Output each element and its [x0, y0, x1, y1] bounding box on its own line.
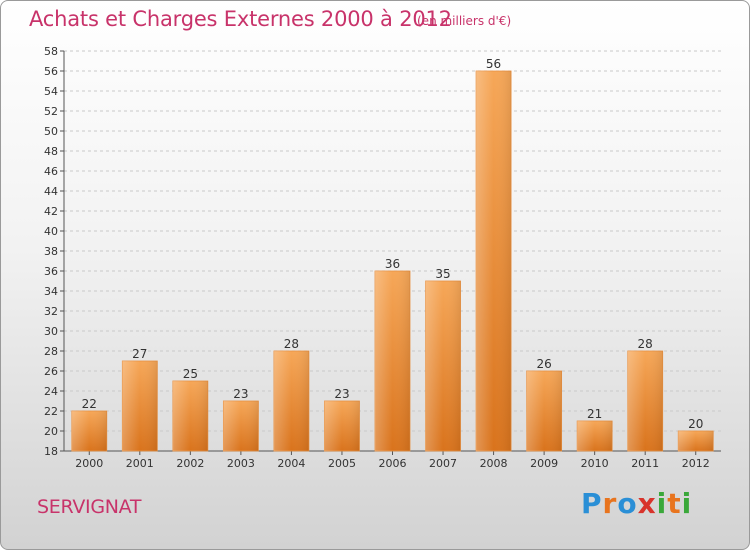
chart-title: Achats et Charges Externes 2000 à 2012	[29, 7, 452, 31]
x-tick-label: 2011	[631, 457, 659, 470]
bar-shine-2009	[526, 371, 562, 451]
logo-letter: t	[667, 487, 682, 520]
data-label: 27	[132, 347, 147, 361]
x-tick-label: 2012	[682, 457, 710, 470]
logo-letter: o	[617, 487, 638, 520]
y-tick-label: 30	[44, 325, 58, 338]
axes: 18 20 22 24 26 28 30 32 34 36 38 40 42 44 46 48 50 52 54 56…	[44, 45, 721, 470]
bars	[71, 70, 714, 452]
y-tick-label: 58	[44, 45, 58, 58]
bar-shine-2007	[425, 281, 461, 451]
y-tick-label: 36	[44, 265, 58, 278]
bar-shine-2002	[172, 381, 208, 451]
y-tick-label: 28	[44, 345, 58, 358]
x-tick-label: 2006	[379, 457, 407, 470]
data-labels: 22 27 25 23 28 23 36 35 56 26 21 28 20	[82, 57, 704, 431]
data-label: 23	[334, 387, 349, 401]
data-label: 28	[284, 337, 299, 351]
y-tick-label: 44	[44, 185, 58, 198]
x-tick-label: 2010	[581, 457, 609, 470]
x-tick-label: 2002	[176, 457, 204, 470]
data-label: 36	[385, 257, 400, 271]
y-tick-label: 48	[44, 145, 58, 158]
bar-shine-2004	[273, 351, 309, 451]
data-label: 28	[638, 337, 653, 351]
bar-shine-2003	[223, 401, 259, 451]
y-tick-label: 54	[44, 85, 58, 98]
y-tick-label: 52	[44, 105, 58, 118]
x-tick-label: 2003	[227, 457, 255, 470]
bar-shine-2010	[577, 421, 613, 451]
y-tick-label: 22	[44, 405, 58, 418]
y-tick-label: 56	[44, 65, 58, 78]
y-tick-label: 50	[44, 125, 58, 138]
bar-shine-2006	[375, 271, 410, 451]
logo-letter: P	[581, 487, 603, 520]
x-tick-label: 2001	[126, 457, 154, 470]
bar-shine-2011	[627, 351, 663, 451]
y-tick-label: 38	[44, 245, 58, 258]
proxiti-logo: Proxiti	[581, 487, 692, 520]
data-label: 23	[233, 387, 248, 401]
x-tick-label: 2009	[530, 457, 558, 470]
data-label: 56	[486, 57, 501, 71]
y-tick-label: 34	[44, 285, 58, 298]
data-label: 20	[688, 417, 703, 431]
y-tick-label: 24	[44, 385, 58, 398]
bar-shine-2005	[324, 401, 360, 451]
x-tick-label: 2008	[480, 457, 508, 470]
bar-shine-2000	[71, 411, 107, 451]
data-label: 22	[82, 397, 97, 411]
bar-shine-2012	[678, 431, 714, 451]
chart-subtitle: (en milliers d'€)	[417, 14, 512, 28]
data-label: 35	[435, 267, 450, 281]
y-tick-label: 42	[44, 205, 58, 218]
logo-letter: i	[656, 487, 668, 520]
commune-name: SERVIGNAT	[37, 496, 142, 518]
data-label: 21	[587, 407, 602, 421]
data-label: 26	[536, 357, 551, 371]
logo-letter: i	[681, 487, 693, 520]
x-tick-label: 2004	[277, 457, 305, 470]
x-tick-label: 2000	[75, 457, 103, 470]
y-tick-label: 32	[44, 305, 58, 318]
y-tick-label: 18	[44, 445, 58, 458]
data-label: 25	[183, 367, 198, 381]
y-tick-label: 20	[44, 425, 58, 438]
bar-shine-2001	[122, 361, 158, 451]
y-tick-label: 46	[44, 165, 58, 178]
x-tick-label: 2007	[429, 457, 457, 470]
logo-letter: r	[602, 487, 618, 520]
y-tick-label: 26	[44, 365, 58, 378]
y-tick-label: 40	[44, 225, 58, 238]
x-tick-label: 2005	[328, 457, 356, 470]
bar-shine-2008	[476, 71, 512, 451]
logo-letter: x	[637, 487, 657, 520]
